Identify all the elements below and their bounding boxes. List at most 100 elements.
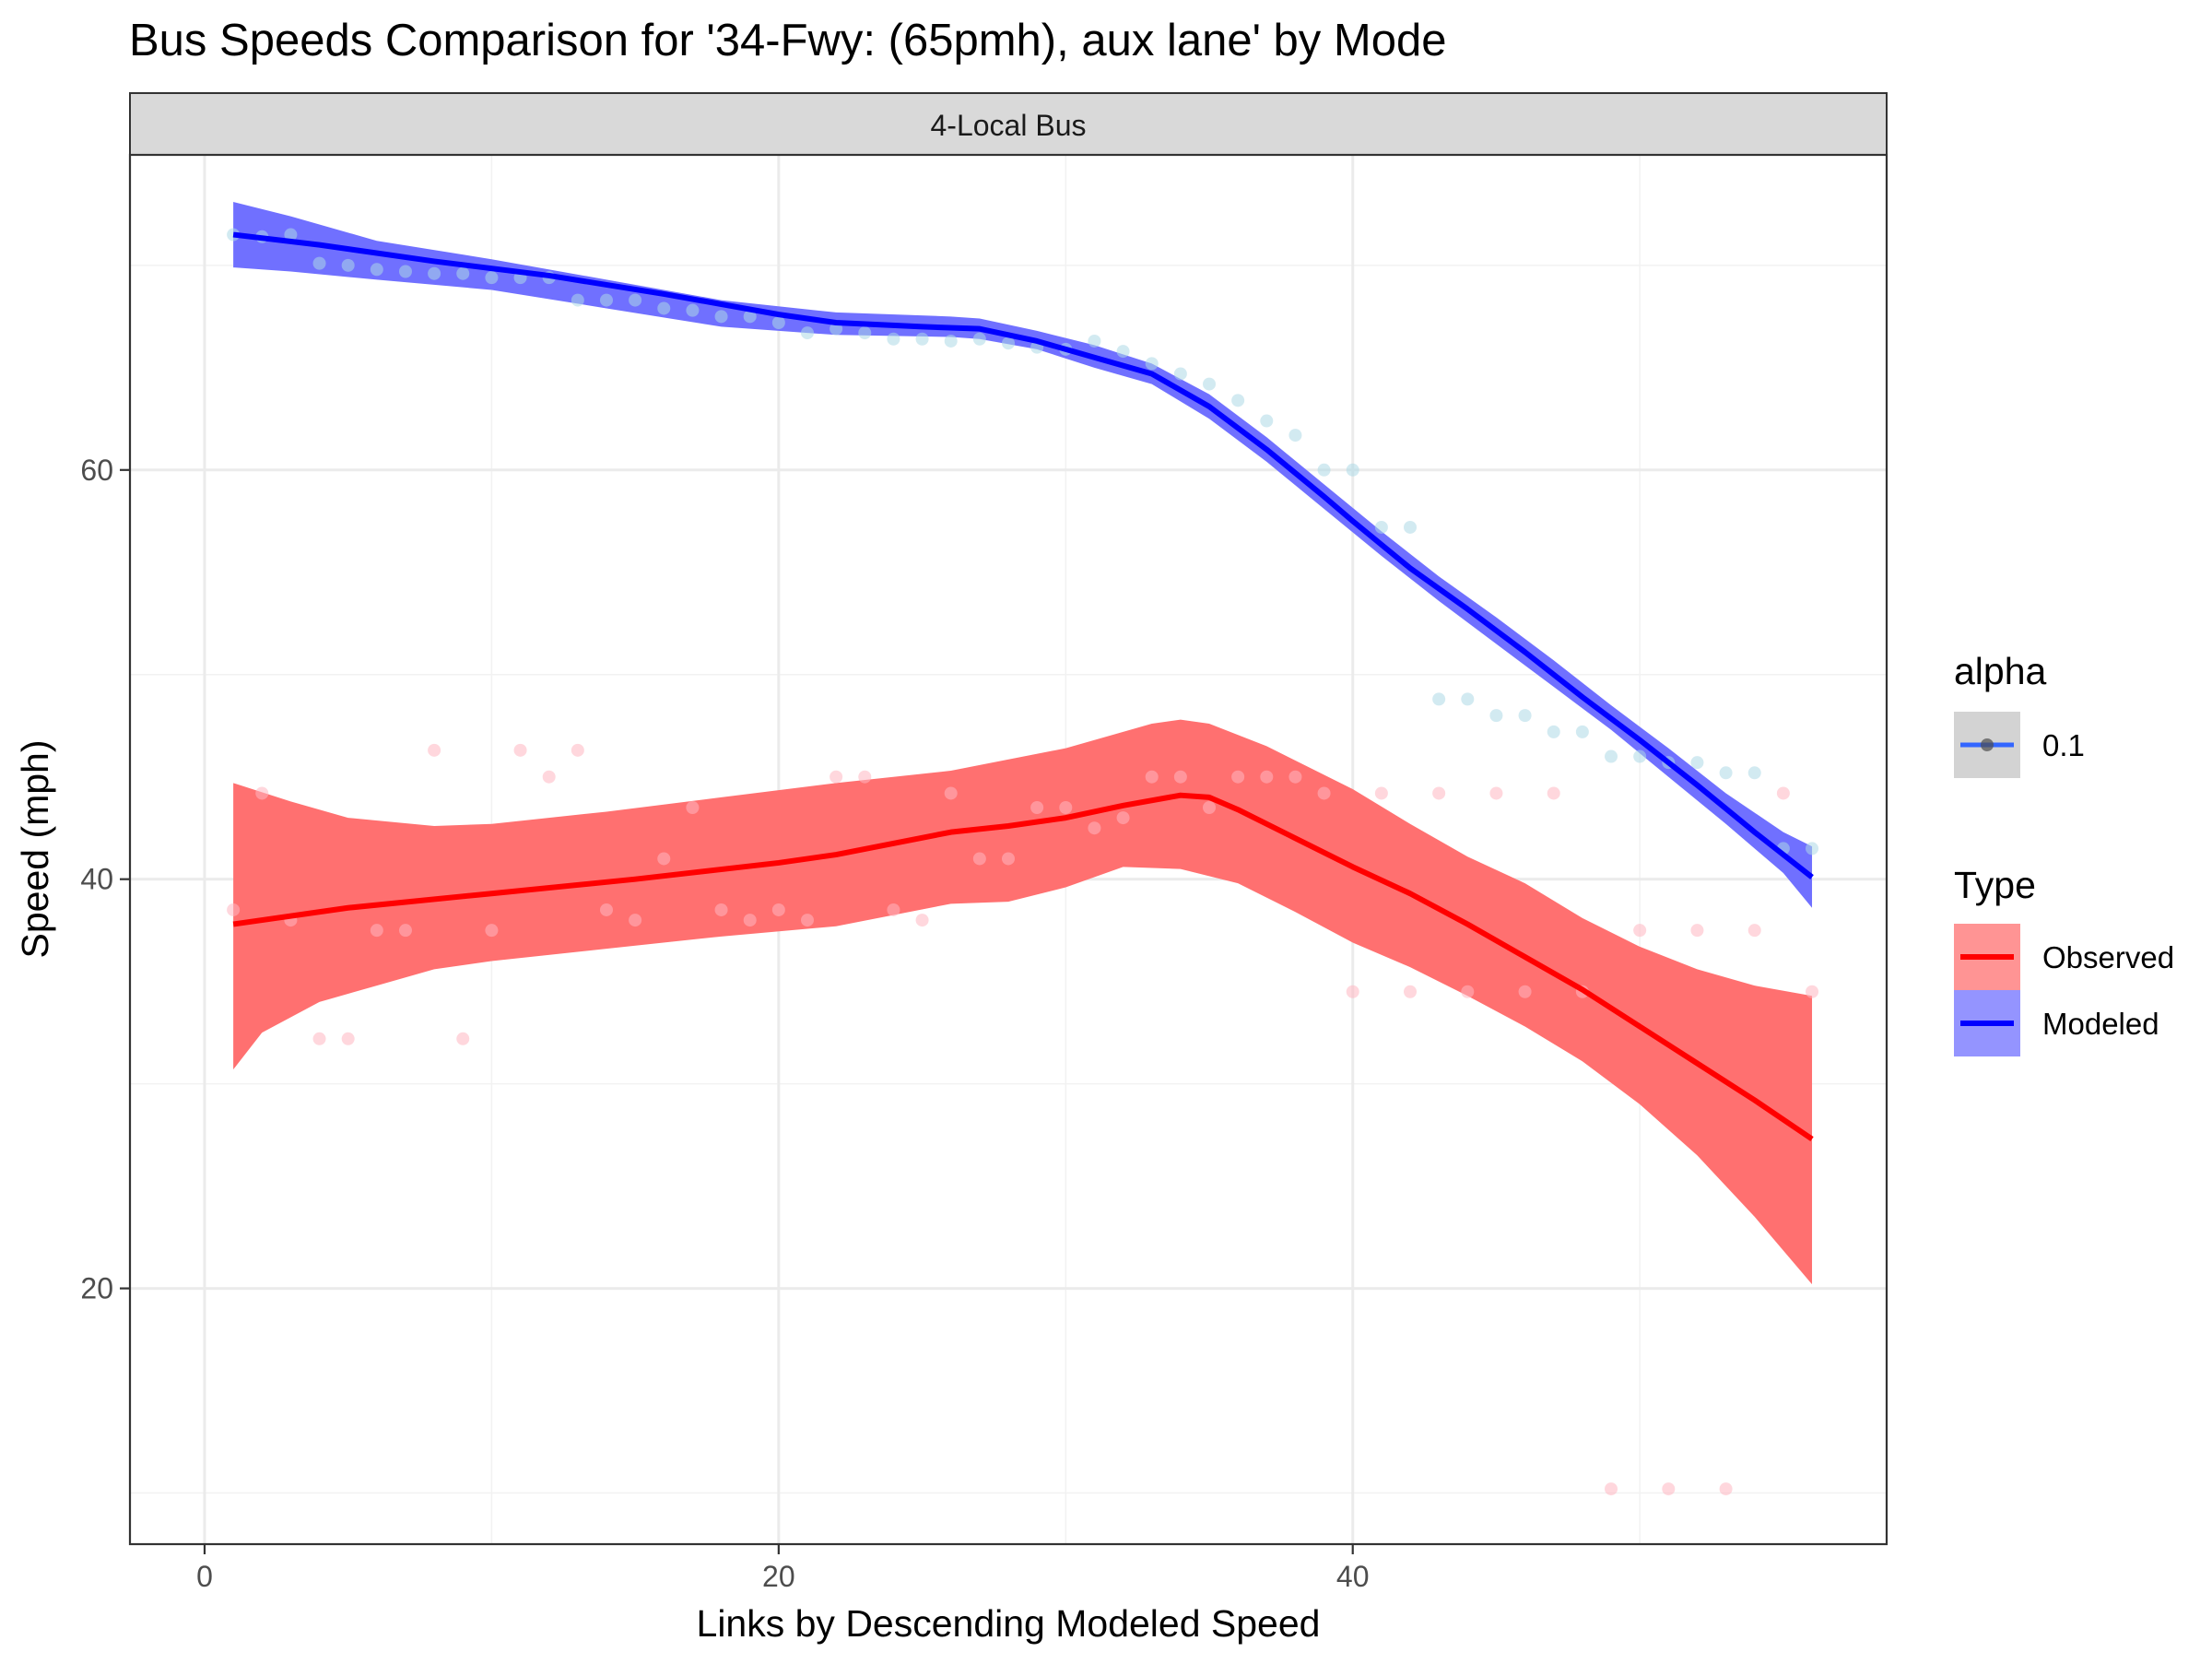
y-tick-label: 40 bbox=[80, 863, 113, 896]
point-observed bbox=[1059, 801, 1073, 815]
point-modeled bbox=[800, 326, 814, 340]
point-modeled bbox=[1317, 463, 1331, 477]
point-modeled bbox=[944, 334, 958, 348]
point-observed bbox=[1002, 852, 1015, 866]
point-observed bbox=[1547, 786, 1560, 800]
x-tick-label: 20 bbox=[762, 1560, 795, 1593]
point-observed bbox=[686, 801, 700, 815]
confidence-band-modeled bbox=[233, 202, 1813, 908]
point-modeled bbox=[1806, 842, 1819, 856]
point-modeled bbox=[1231, 394, 1245, 407]
point-observed bbox=[830, 770, 843, 784]
point-modeled bbox=[771, 315, 785, 329]
chart-title: Bus Speeds Comparison for '34-Fwy: (65pm… bbox=[129, 16, 1447, 65]
point-observed bbox=[1030, 801, 1044, 815]
point-observed bbox=[1317, 786, 1331, 800]
point-observed bbox=[1461, 985, 1475, 998]
point-observed bbox=[972, 852, 986, 866]
point-modeled bbox=[714, 310, 728, 324]
point-observed bbox=[599, 903, 613, 916]
point-observed bbox=[571, 743, 584, 757]
point-modeled bbox=[1633, 749, 1647, 763]
confidence-bands bbox=[233, 202, 1813, 1285]
point-modeled bbox=[1547, 725, 1560, 738]
point-modeled bbox=[686, 303, 700, 317]
point-modeled bbox=[1690, 756, 1704, 770]
point-observed bbox=[1747, 924, 1761, 938]
point-observed bbox=[1776, 786, 1790, 800]
point-observed bbox=[428, 743, 441, 757]
point-observed bbox=[1231, 770, 1245, 784]
point-modeled bbox=[1088, 334, 1101, 348]
point-modeled bbox=[341, 258, 355, 272]
point-observed bbox=[1203, 801, 1217, 815]
point-modeled bbox=[1346, 463, 1359, 477]
point-observed bbox=[485, 924, 499, 938]
point-modeled bbox=[1203, 377, 1217, 391]
fit-lines bbox=[232, 231, 1814, 1142]
point-observed bbox=[1116, 811, 1130, 825]
point-modeled bbox=[1116, 345, 1130, 359]
point-modeled bbox=[370, 263, 383, 277]
point-modeled bbox=[571, 293, 584, 307]
point-observed bbox=[858, 770, 872, 784]
point-observed bbox=[1489, 786, 1503, 800]
point-modeled bbox=[456, 266, 470, 280]
fit-line-modeled bbox=[232, 231, 1814, 879]
point-observed bbox=[341, 1032, 355, 1045]
legend-label-modeled: Modeled bbox=[2042, 1007, 2159, 1041]
point-modeled bbox=[1374, 520, 1388, 534]
point-observed bbox=[1690, 924, 1704, 938]
point-modeled bbox=[428, 266, 441, 280]
point-modeled bbox=[972, 332, 986, 346]
point-observed bbox=[629, 914, 642, 927]
point-modeled bbox=[1605, 749, 1618, 763]
fit-line-observed bbox=[232, 792, 1814, 1142]
legend-key-point bbox=[1981, 738, 1994, 751]
x-axis-label: Links by Descending Modeled Speed bbox=[697, 1602, 1321, 1645]
point-modeled bbox=[743, 310, 757, 324]
axes: 0 20 40 20 40 60 bbox=[80, 454, 1369, 1593]
y-tick-label: 60 bbox=[80, 454, 113, 487]
point-modeled bbox=[657, 301, 671, 315]
point-modeled bbox=[1432, 692, 1446, 706]
facet-strip bbox=[129, 92, 1888, 156]
point-observed bbox=[1260, 770, 1274, 784]
point-observed bbox=[657, 852, 671, 866]
point-modeled bbox=[887, 332, 900, 346]
point-observed bbox=[1404, 985, 1418, 998]
point-modeled bbox=[312, 256, 326, 270]
point-modeled bbox=[629, 293, 642, 307]
point-observed bbox=[1662, 1482, 1676, 1496]
x-tick-label: 40 bbox=[1336, 1560, 1370, 1593]
point-observed bbox=[887, 903, 900, 916]
point-modeled bbox=[599, 293, 613, 307]
point-observed bbox=[456, 1032, 470, 1045]
point-observed bbox=[1432, 786, 1446, 800]
point-modeled bbox=[858, 326, 872, 340]
point-modeled bbox=[1489, 709, 1503, 723]
facet-label: 4-Local Bus bbox=[931, 109, 1087, 142]
legend-label-observed: Observed bbox=[2042, 940, 2174, 974]
point-modeled bbox=[284, 228, 298, 242]
point-observed bbox=[1173, 770, 1187, 784]
point-modeled bbox=[1575, 725, 1589, 738]
point-observed bbox=[944, 786, 958, 800]
point-modeled bbox=[485, 271, 499, 285]
point-modeled bbox=[1404, 520, 1418, 534]
point-observed bbox=[513, 743, 527, 757]
point-observed bbox=[1288, 770, 1302, 784]
point-observed bbox=[1633, 924, 1647, 938]
point-modeled bbox=[1002, 336, 1015, 350]
point-observed bbox=[1605, 1482, 1618, 1496]
point-modeled bbox=[398, 265, 412, 278]
point-modeled bbox=[1518, 709, 1532, 723]
point-modeled bbox=[915, 332, 929, 346]
point-modeled bbox=[1145, 357, 1159, 371]
confidence-band-observed bbox=[233, 719, 1813, 1285]
point-observed bbox=[255, 786, 269, 800]
point-observed bbox=[915, 914, 929, 927]
